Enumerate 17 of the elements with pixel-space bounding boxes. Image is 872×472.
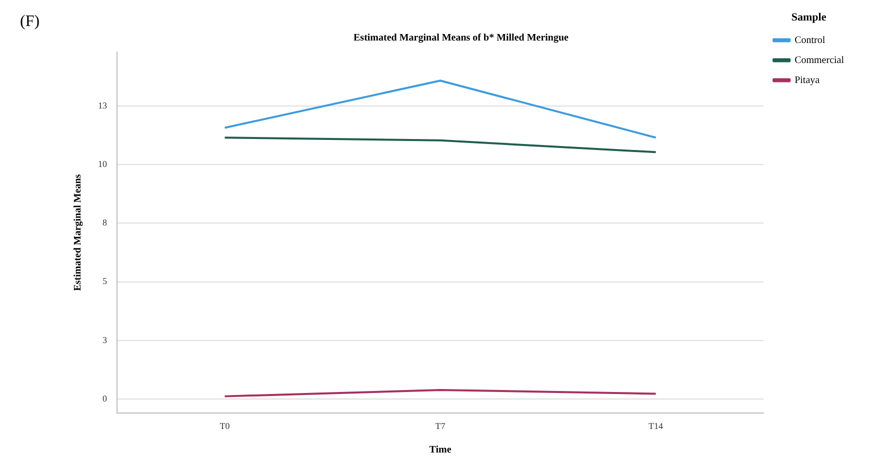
legend-label: Commercial bbox=[794, 54, 844, 66]
y-tick-label: 3 bbox=[102, 334, 108, 345]
y-tick-label: 5 bbox=[102, 276, 108, 286]
y-tick-label: 8 bbox=[102, 218, 108, 228]
y-tick-label: 0 bbox=[102, 393, 108, 404]
chart-title: Estimated Marginal Means of b* Milled Meringue bbox=[354, 32, 570, 44]
x-tick-label: T0 bbox=[220, 420, 230, 431]
x-tick-label: T7 bbox=[435, 420, 446, 431]
y-axis-title: Estimated Marginal Means bbox=[72, 174, 84, 291]
x-tick-label: T14 bbox=[648, 420, 664, 431]
legend-label: Pitaya bbox=[794, 74, 820, 86]
x-axis-title: Time bbox=[429, 444, 452, 456]
y-tick-label: 13 bbox=[98, 100, 108, 110]
legend-label: Control bbox=[794, 34, 826, 46]
y-tick-label: 10 bbox=[98, 158, 108, 169]
text: (F) bbox=[20, 13, 40, 30]
legend-title: Sample bbox=[791, 11, 826, 24]
